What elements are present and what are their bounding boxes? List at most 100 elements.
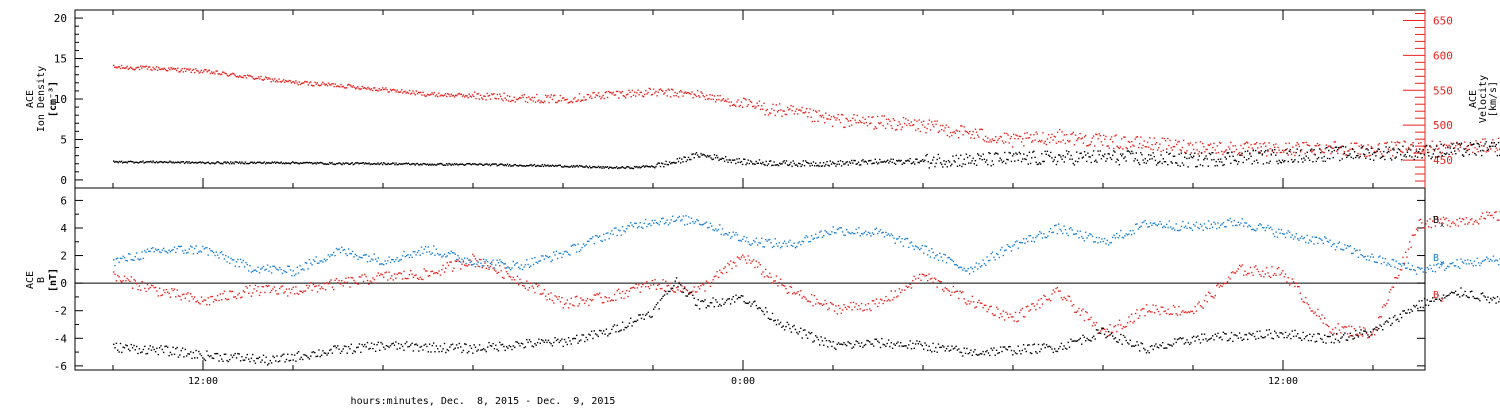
velocity-point [908, 122, 910, 125]
by-point [873, 233, 875, 235]
by-point [369, 260, 371, 262]
density-point [1046, 150, 1049, 152]
bz-point [368, 283, 370, 285]
by-point [1338, 241, 1341, 243]
bz-point [862, 310, 864, 312]
bz-point [959, 290, 961, 292]
velocity-point [154, 68, 156, 71]
velocity-point [466, 95, 468, 97]
density-point [167, 161, 169, 164]
bz-point [711, 281, 713, 284]
density-point [1079, 152, 1081, 155]
density-point [788, 164, 790, 167]
velocity-point [1353, 142, 1356, 145]
bz-point [721, 272, 724, 274]
by-point [1432, 270, 1434, 272]
bz-point [357, 283, 359, 285]
bz-point [1056, 286, 1059, 289]
bz-point [389, 277, 392, 280]
density-point [861, 160, 863, 162]
bz-point [1093, 322, 1095, 324]
velocity-point [231, 73, 233, 75]
bz-point [374, 282, 377, 284]
x-axis-ticks [112, 10, 1374, 370]
density-point [576, 164, 578, 167]
density-point [281, 162, 284, 165]
density-point [1322, 160, 1324, 162]
density-point [1468, 153, 1470, 156]
velocity-point [929, 129, 932, 131]
by-point [970, 266, 972, 268]
velocity-point [783, 110, 785, 112]
bz-point [231, 290, 234, 293]
bz-point [716, 271, 718, 273]
bz-point [235, 297, 238, 300]
density-point [919, 160, 921, 162]
density-point [334, 163, 336, 166]
by-point [1066, 232, 1068, 235]
by-point [1288, 231, 1291, 233]
by-point [246, 263, 248, 266]
velocity-point [486, 92, 488, 95]
density-point [1374, 152, 1376, 154]
velocity-point [710, 98, 712, 101]
velocity-point [1445, 147, 1447, 149]
density-point [327, 163, 330, 165]
density-point [142, 160, 144, 162]
by-point [977, 268, 979, 270]
velocity-point [576, 100, 578, 102]
density-point [277, 161, 279, 164]
density-point [648, 165, 650, 168]
velocity-point [125, 67, 127, 69]
density-point [763, 163, 765, 166]
density-point [1251, 163, 1253, 165]
density-point [1188, 157, 1190, 159]
density-point [219, 162, 222, 165]
density-point [880, 161, 882, 163]
velocity-point [144, 66, 146, 68]
velocity-point [1180, 150, 1182, 152]
density-point [928, 167, 930, 169]
velocity-point [451, 95, 453, 97]
bz-point [1122, 326, 1125, 328]
bz-point [1238, 264, 1241, 267]
density-point [1127, 150, 1130, 152]
velocity-point [497, 98, 500, 100]
velocity-point [333, 85, 335, 88]
density-point [428, 164, 430, 166]
by-point [495, 264, 497, 266]
velocity-point [475, 97, 477, 100]
density-point [559, 164, 561, 166]
density-point [621, 166, 623, 168]
velocity-point [1149, 137, 1151, 139]
bz-point [372, 277, 374, 279]
bz-point [1136, 309, 1138, 311]
velocity-point [536, 93, 538, 96]
velocity-point [1441, 151, 1443, 154]
density-point [456, 163, 458, 165]
velocity-point [1169, 139, 1171, 142]
bz-point [154, 286, 157, 289]
velocity-point [1229, 148, 1231, 150]
density-point [1464, 148, 1466, 150]
by-point [674, 220, 676, 222]
bz-point [1008, 316, 1010, 319]
velocity-point [596, 94, 599, 97]
by-point [1263, 227, 1265, 229]
density-point [992, 163, 995, 166]
velocity-point [1179, 149, 1181, 151]
density-point [915, 158, 917, 160]
velocity-point [360, 88, 362, 90]
velocity-point [1196, 149, 1198, 151]
density-point [368, 162, 370, 164]
density-point [296, 162, 298, 164]
density-point [534, 165, 537, 168]
by-point [123, 257, 126, 259]
velocity-point [1235, 148, 1238, 151]
bz-point [889, 300, 891, 302]
density-point [1395, 156, 1397, 158]
by-point [1211, 226, 1214, 228]
by-point [264, 269, 266, 271]
by-point [767, 239, 770, 241]
